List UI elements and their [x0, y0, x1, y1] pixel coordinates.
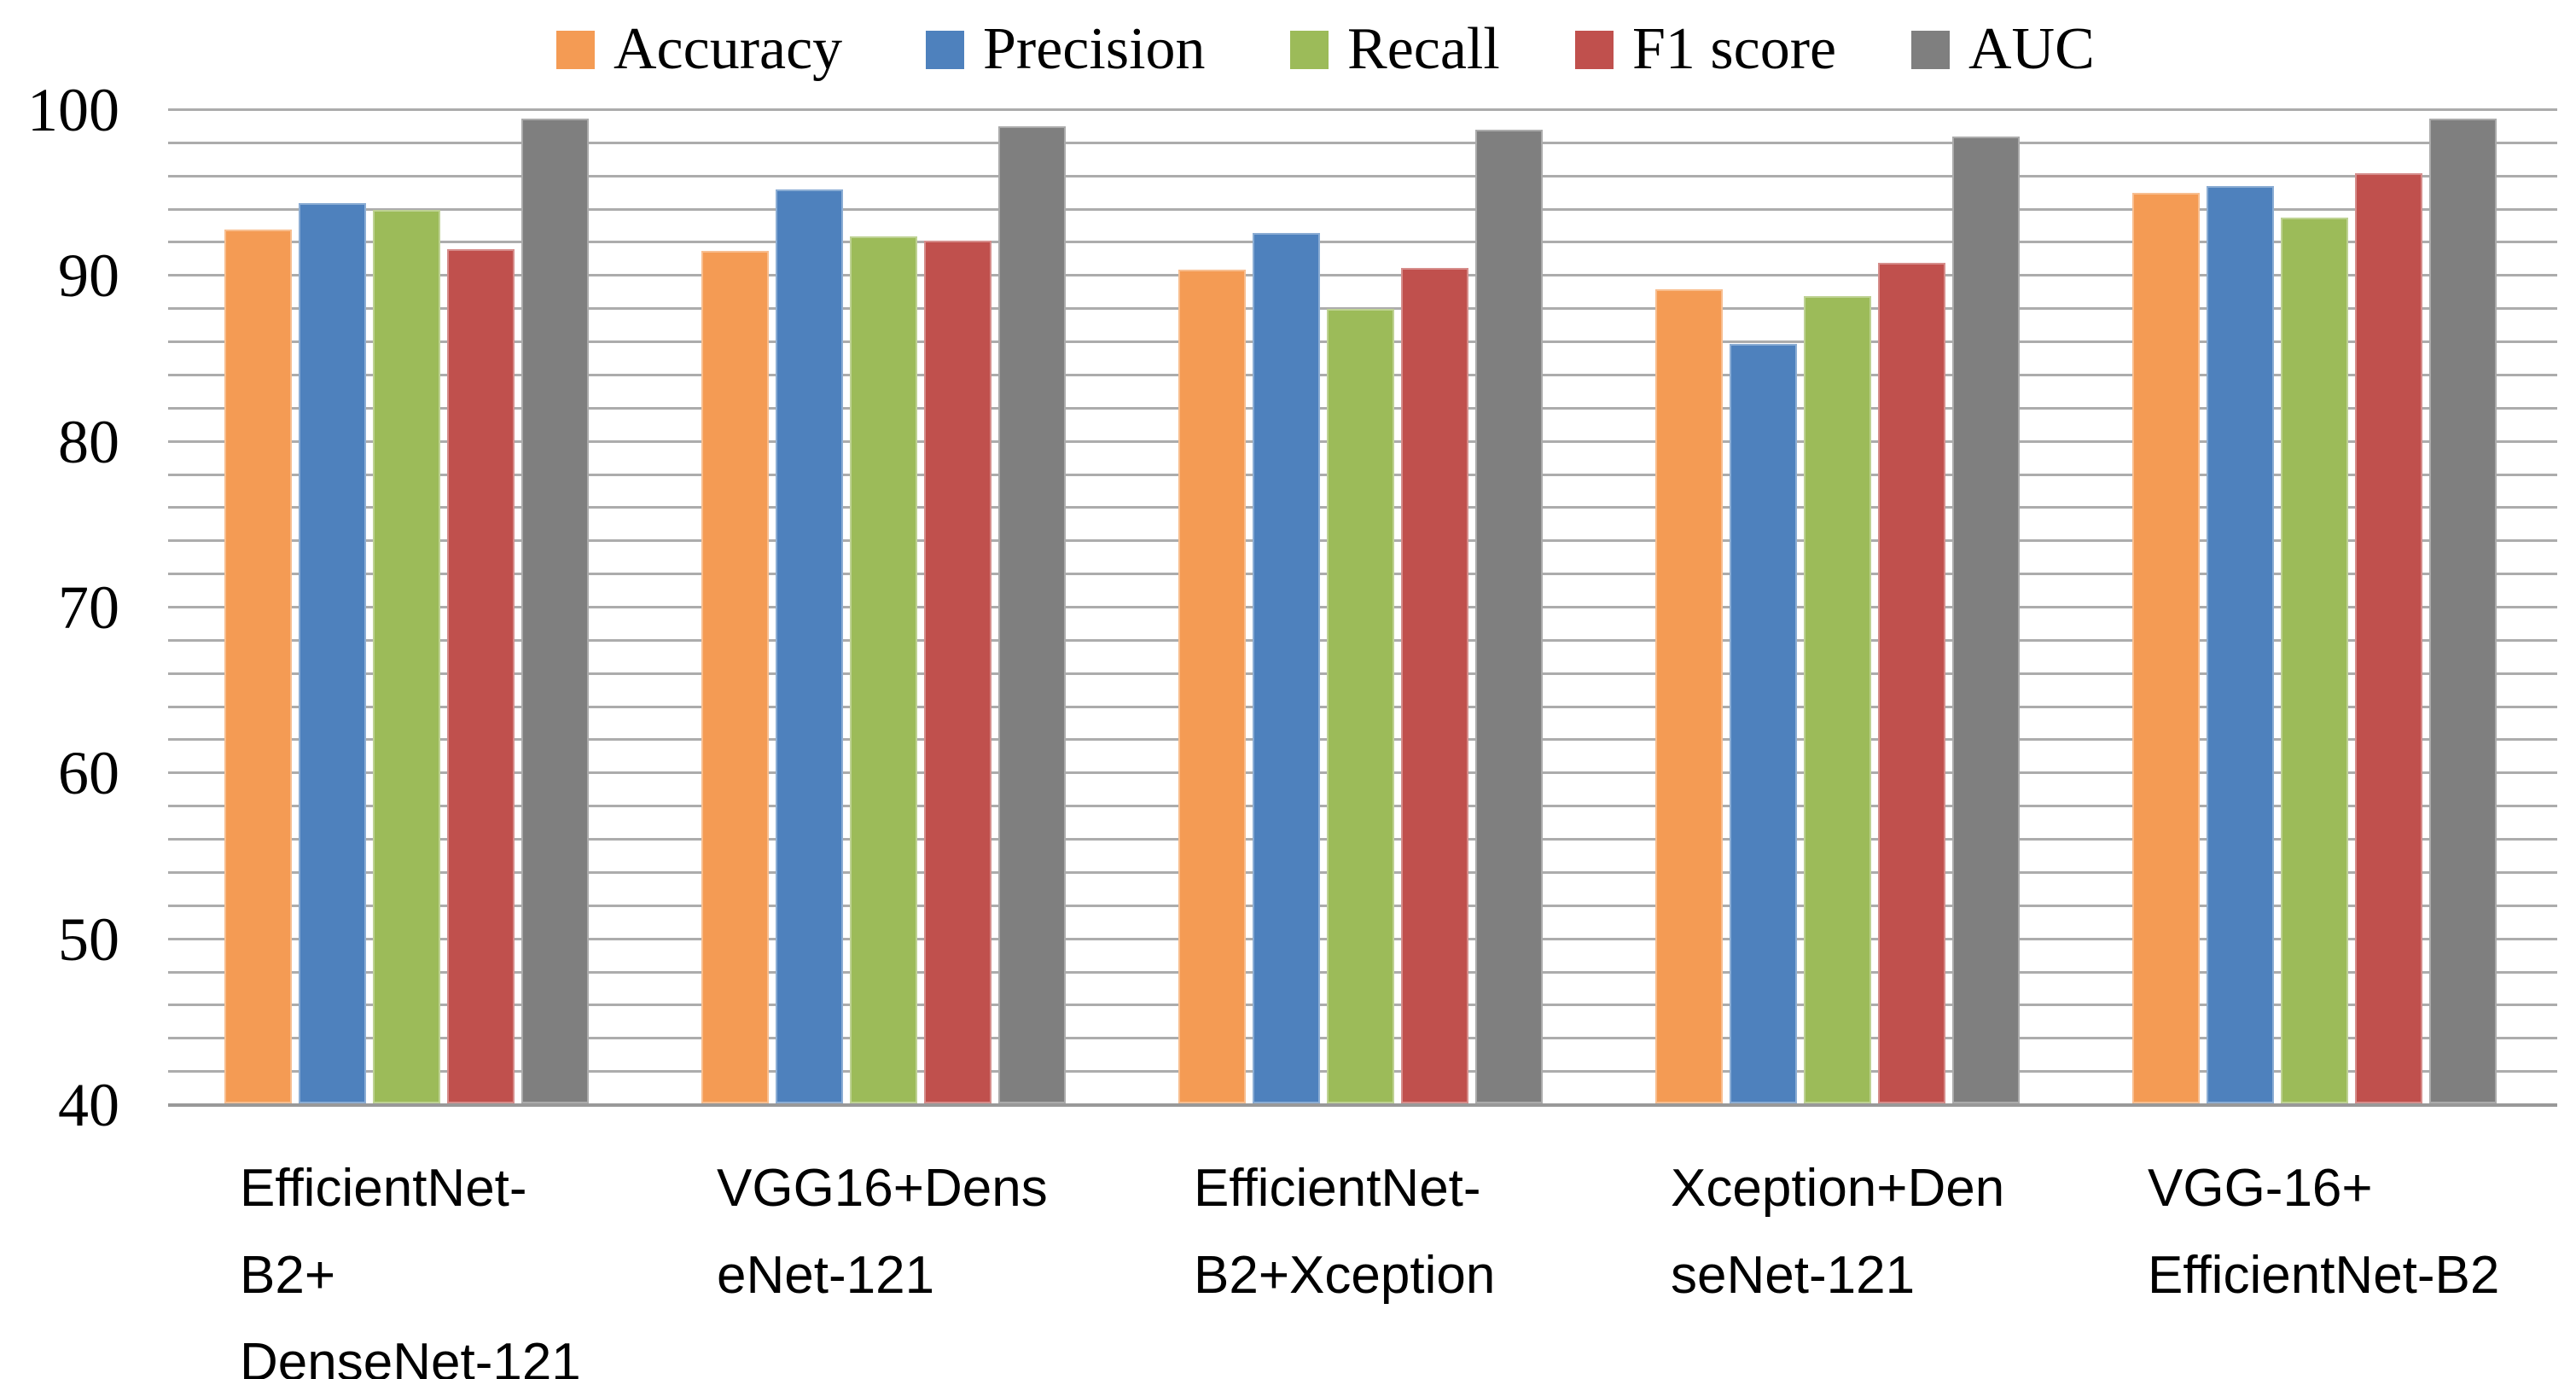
- gridline: [168, 108, 2557, 111]
- gridline: [168, 241, 2557, 243]
- gridline: [168, 142, 2557, 144]
- bar-recall-group5: [2281, 218, 2348, 1103]
- bar-accuracy-group4: [1655, 289, 1723, 1103]
- x-category-label-line: DenseNet-121: [240, 1333, 581, 1379]
- bar-accuracy-group5: [2132, 193, 2200, 1103]
- legend-item-f1-score: F1 score: [1575, 15, 1836, 84]
- y-tick-label: 40: [58, 1071, 119, 1139]
- legend-label: Precision: [983, 16, 1206, 82]
- x-category-label-line: EfficientNet-: [1194, 1159, 1481, 1218]
- bar-precision-group1: [299, 203, 366, 1103]
- bar-precision-group2: [776, 189, 843, 1103]
- x-category-label-line: B2+: [240, 1246, 336, 1305]
- x-category-label-line: seNet-121: [1671, 1246, 1916, 1305]
- x-category-label: EfficientNet- B2+Xception: [1194, 1145, 1495, 1319]
- x-category-label-line: Xception+Den: [1671, 1159, 2005, 1218]
- bar-f1-score-group5: [2355, 173, 2422, 1103]
- x-category-label: EfficientNet- B2+ DenseNet-121: [240, 1145, 581, 1379]
- x-category-label-line: VGG16+Dens: [717, 1159, 1048, 1218]
- x-category-label-line: eNet-121: [717, 1246, 935, 1305]
- bar-auc-group2: [998, 126, 1066, 1103]
- bar-accuracy-group2: [701, 251, 769, 1103]
- bar-f1-score-group1: [447, 249, 515, 1103]
- legend-label: AUC: [1968, 16, 2095, 82]
- bar-f1-score-group2: [924, 241, 991, 1103]
- legend-label: F1 score: [1632, 16, 1837, 82]
- chart-legend: Accuracy Precision Recall F1 score AUC: [0, 0, 2576, 94]
- bar-auc-group5: [2429, 119, 2497, 1103]
- y-tick-label: 100: [27, 76, 119, 144]
- x-category-label: VGG-16+ EfficientNet-B2: [2148, 1145, 2499, 1319]
- x-category-label-line: EfficientNet-: [240, 1159, 527, 1218]
- bar-auc-group3: [1475, 130, 1543, 1103]
- x-category-label-line: EfficientNet-B2: [2148, 1246, 2500, 1305]
- legend-swatch-icon: [926, 30, 964, 69]
- y-tick-label: 90: [58, 241, 119, 310]
- gridline: [168, 175, 2557, 177]
- legend-label: Recall: [1347, 16, 1500, 82]
- legend-swatch-icon: [556, 30, 595, 69]
- legend-swatch-icon: [1911, 30, 1950, 69]
- legend-swatch-icon: [1575, 30, 1614, 69]
- x-category-label-line: VGG-16+: [2148, 1159, 2373, 1218]
- legend-label: Accuracy: [613, 16, 843, 82]
- legend-item-auc: AUC: [1911, 15, 2095, 84]
- legend-swatch-icon: [1290, 30, 1329, 69]
- y-tick-label: 80: [58, 408, 119, 476]
- x-axis-line: [168, 1103, 2557, 1107]
- x-category-label-line: B2+Xception: [1194, 1246, 1496, 1305]
- bar-auc-group1: [521, 119, 589, 1103]
- bar-accuracy-group3: [1178, 270, 1246, 1103]
- legend-item-accuracy: Accuracy: [556, 15, 842, 84]
- bar-precision-group5: [2207, 186, 2274, 1103]
- bar-recall-group1: [373, 210, 440, 1103]
- y-tick-label: 60: [58, 739, 119, 807]
- bar-accuracy-group1: [224, 230, 292, 1103]
- bar-f1-score-group3: [1401, 268, 1468, 1103]
- bar-auc-group4: [1952, 137, 2020, 1103]
- bar-f1-score-group4: [1878, 263, 1945, 1103]
- bar-recall-group4: [1804, 296, 1871, 1103]
- gridline: [168, 208, 2557, 211]
- gridline: [168, 274, 2557, 276]
- x-category-label: VGG16+Dens eNet-121: [717, 1145, 1048, 1319]
- bar-precision-group4: [1730, 344, 1797, 1103]
- y-tick-label: 50: [58, 905, 119, 974]
- bar-recall-group3: [1327, 309, 1394, 1103]
- legend-item-recall: Recall: [1290, 15, 1500, 84]
- bar-recall-group2: [850, 236, 917, 1103]
- bar-precision-group3: [1253, 233, 1320, 1103]
- legend-item-precision: Precision: [926, 15, 1206, 84]
- x-category-label: Xception+Den seNet-121: [1671, 1145, 2004, 1319]
- gridline: [168, 307, 2557, 310]
- y-tick-label: 70: [58, 573, 119, 642]
